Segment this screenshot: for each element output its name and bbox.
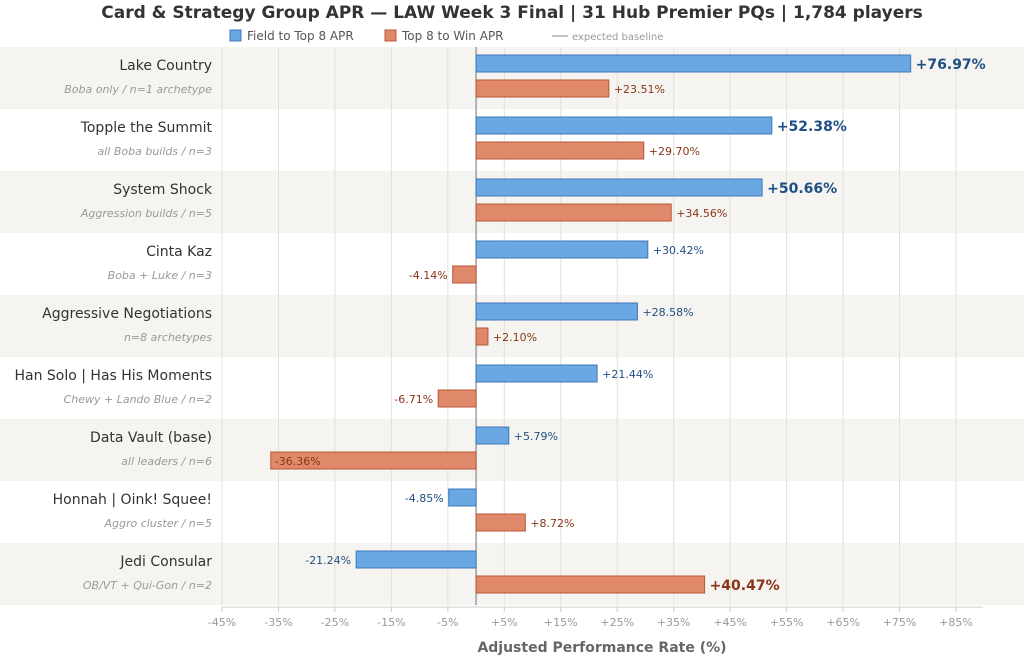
- category-name: Honnah | Oink! Squee!: [53, 492, 212, 508]
- bar-win: [270, 451, 477, 470]
- bar-field: [475, 426, 510, 445]
- x-tick-label: +25%: [600, 616, 634, 629]
- category-subtitle: OB/VT + Qui-Gon / n=2: [83, 579, 212, 592]
- legend-label-field: Field to Top 8 APR: [247, 29, 354, 43]
- legend-label-baseline: expected baseline: [572, 32, 663, 43]
- value-label-field: -21.24%: [305, 554, 351, 567]
- x-tick-label: +35%: [657, 616, 691, 629]
- category-name: Lake Country: [119, 58, 212, 74]
- x-tick-label: +85%: [939, 616, 973, 629]
- value-label-win: -36.36%: [275, 455, 321, 468]
- bar-win: [475, 79, 610, 98]
- value-label-field: +50.66%: [767, 181, 837, 197]
- value-label-field: +5.79%: [514, 430, 558, 443]
- bar-field: [475, 302, 638, 321]
- category-subtitle: Aggro cluster / n=5: [103, 517, 212, 530]
- x-tick-label: -25%: [321, 616, 349, 629]
- value-label-field: -4.85%: [405, 492, 444, 505]
- category-subtitle: all Boba builds / n=3: [97, 145, 212, 158]
- legend: Field to Top 8 APR Top 8 to Win APR expe…: [229, 29, 663, 43]
- bar-win: [475, 141, 645, 160]
- legend-swatch-win: [384, 29, 397, 42]
- x-tick-label: -5%: [437, 616, 458, 629]
- bar-win: [475, 575, 706, 594]
- category-name: System Shock: [113, 182, 213, 198]
- row-band: [0, 481, 1024, 543]
- value-label-win: +34.56%: [676, 207, 727, 220]
- bar-field: [448, 488, 477, 507]
- bar-field: [475, 240, 649, 259]
- category-name: Aggressive Negotiations: [42, 306, 212, 322]
- category-name: Jedi Consular: [119, 554, 212, 570]
- bar-win: [452, 265, 477, 284]
- x-axis-label: Adjusted Performance Rate (%): [477, 640, 726, 656]
- row-band: [0, 543, 1024, 605]
- bar-field: [475, 364, 598, 383]
- value-label-field: +21.44%: [602, 368, 653, 381]
- category-name: Data Vault (base): [90, 430, 212, 446]
- value-label-win: +23.51%: [614, 83, 665, 96]
- bar-win: [475, 513, 526, 532]
- value-label-field: +30.42%: [653, 244, 704, 257]
- legend-swatch-field: [229, 29, 242, 42]
- bar-win: [475, 327, 489, 346]
- bar-field: [475, 116, 773, 135]
- x-tick-label: -45%: [208, 616, 236, 629]
- value-label-win: -4.14%: [409, 269, 448, 282]
- value-label-win: -6.71%: [394, 393, 433, 406]
- legend-label-win: Top 8 to Win APR: [401, 29, 504, 43]
- category-name: Topple the Summit: [80, 120, 213, 136]
- bar-field: [355, 550, 477, 569]
- bar-field: [475, 54, 912, 73]
- category-name: Cinta Kaz: [146, 244, 212, 260]
- bar-win: [475, 203, 672, 222]
- x-tick-label: +55%: [770, 616, 804, 629]
- x-tick-label: +15%: [544, 616, 578, 629]
- bar-field: [475, 178, 763, 197]
- value-label-field: +76.97%: [916, 57, 986, 73]
- value-label-field: +28.58%: [642, 306, 693, 319]
- bar-win: [437, 389, 477, 408]
- x-tick-label: -15%: [377, 616, 405, 629]
- category-subtitle: n=8 archetypes: [124, 331, 212, 344]
- value-label-win: +2.10%: [493, 331, 537, 344]
- category-name: Han Solo | Has His Moments: [14, 368, 212, 384]
- row-band: [0, 419, 1024, 481]
- value-label-win: +40.47%: [710, 578, 780, 594]
- chart-title: Card & Strategy Group APR — LAW Week 3 F…: [101, 3, 923, 23]
- x-tick-label: -35%: [264, 616, 292, 629]
- x-tick-label: +75%: [883, 616, 917, 629]
- category-subtitle: all leaders / n=6: [121, 455, 212, 468]
- x-tick-label: +5%: [491, 616, 518, 629]
- category-subtitle: Boba + Luke / n=3: [108, 269, 212, 282]
- value-label-win: +8.72%: [530, 517, 574, 530]
- category-subtitle: Boba only / n=1 archetype: [64, 83, 212, 96]
- category-subtitle: Chewy + Lando Blue / n=2: [64, 393, 212, 406]
- x-tick-label: +65%: [826, 616, 860, 629]
- category-subtitle: Aggression builds / n=5: [80, 207, 212, 220]
- x-tick-label: +45%: [713, 616, 747, 629]
- value-label-win: +29.70%: [649, 145, 700, 158]
- value-label-field: +52.38%: [777, 119, 847, 135]
